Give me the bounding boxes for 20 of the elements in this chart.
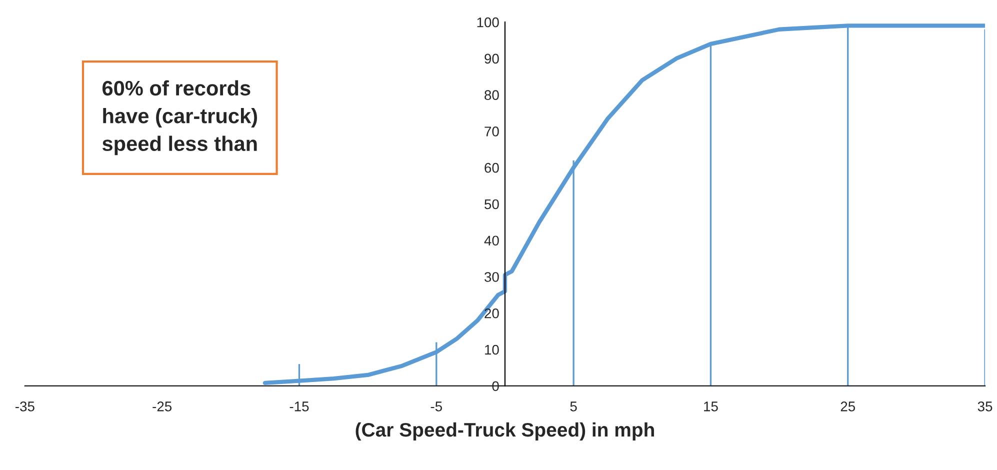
y-tick-label: 40 <box>484 236 499 246</box>
x-tick-label: 25 <box>840 402 856 412</box>
y-tick-label: 70 <box>484 126 499 136</box>
y-tick-label: 30 <box>484 272 499 282</box>
x-tick-label: -35 <box>16 402 34 412</box>
y-tick-label: 10 <box>485 344 499 355</box>
y-tick-label: 50 <box>484 199 499 210</box>
annotation: 60% of records have (car-truck) speed less than <box>102 80 258 156</box>
y-tick-label: 80 <box>484 90 499 100</box>
y-tick-label: 100 <box>477 17 499 28</box>
y-tick-label: 20 <box>484 308 499 318</box>
x-tick-label: 5 <box>570 402 577 412</box>
y-tick-label: 90 <box>484 54 499 64</box>
x-tick-label: -15 <box>290 402 309 412</box>
x-tick-label: -5 <box>430 402 442 412</box>
x-tick-label: -25 <box>152 402 172 412</box>
x-tick-label: 15 <box>704 402 718 412</box>
y-tick-label: 60 <box>484 162 499 173</box>
x-axis-title: (Car Speed-Truck Speed) in mph <box>356 422 654 441</box>
x-tick-label: 35 <box>978 402 992 412</box>
